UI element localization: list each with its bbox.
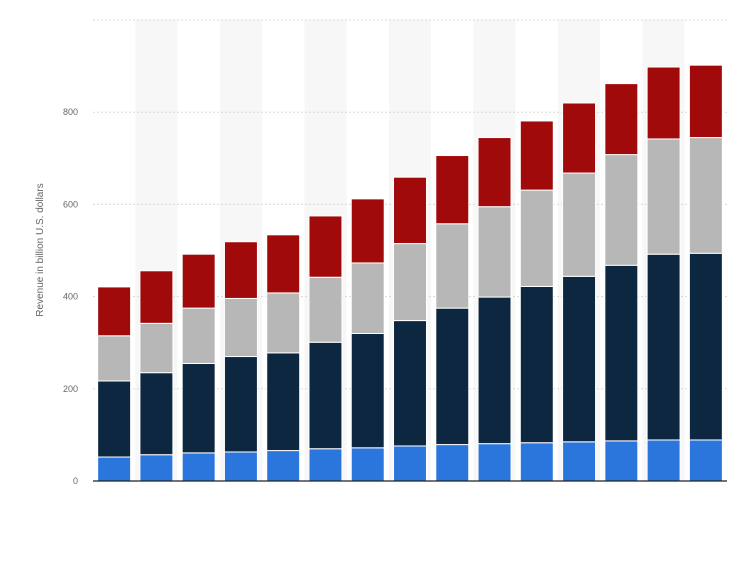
bar-segment [688,252,723,441]
bar-segment [308,341,343,450]
bar-segment [139,270,174,324]
bar-segment [688,137,723,254]
bar-segment [604,83,639,156]
bar-segment [562,275,597,443]
bar-segment [519,285,554,444]
bar-segment [604,264,639,442]
bar-segment [646,439,681,482]
bar-segment [350,447,385,482]
bar-segment [181,452,216,482]
bar-segment [181,362,216,454]
bar-segment [393,243,427,322]
bar-segment [393,176,427,245]
bar-segment [181,253,216,309]
bar-segment [477,137,512,208]
bar-segment [266,234,301,294]
bar-segment [519,120,554,191]
bar-segment [266,450,301,482]
bar-segment [646,138,681,255]
bar-segment [477,206,512,298]
bar-segment [519,442,554,482]
bar-segment [604,440,639,482]
axes: 0 200 400 600 800 [63,107,727,486]
bar-segment [223,451,258,482]
bar-segment [646,253,681,441]
bar-segment [562,172,597,277]
bar-segment [646,66,681,140]
bar-segment [435,223,470,309]
bar-segment [97,456,132,482]
bar-segment [350,262,385,334]
bar-segment [97,380,132,458]
bar-segment [435,155,470,225]
bar-segment [97,335,132,382]
bars [97,64,723,482]
bar-segment [435,444,470,482]
bar-segment [435,307,470,446]
bar-segment [562,102,597,174]
bar-segment [350,332,385,449]
bar-segment [477,296,512,445]
bar-segment [350,198,385,264]
y-tick-label: 400 [63,292,78,302]
bar-segment [223,356,258,453]
bar-segment [266,292,301,354]
y-tick-label: 600 [63,199,78,209]
bar-segment [308,276,343,343]
bar-segment [139,454,174,482]
y-axis-label: Revenue in billion U.S. dollars [35,183,46,316]
bar-segment [562,441,597,482]
bar-segment [688,439,723,482]
bar-segment [688,64,723,139]
bar-segment [604,154,639,266]
bar-segment [139,372,174,456]
bar-segment [477,443,512,482]
y-tick-label: 200 [63,384,78,394]
bar-segment [223,241,258,299]
bar-segment [139,322,174,374]
y-tick-label: 800 [63,107,78,117]
bar-segment [223,297,258,358]
y-tick-label: 0 [73,476,78,486]
bar-segment [97,286,132,337]
bar-segment [519,189,554,287]
bar-segment [308,215,343,278]
bar-segment [393,320,427,447]
bar-segment [266,352,301,452]
bar-segment [181,307,216,364]
bar-segment [308,448,343,482]
bar-segment [393,445,427,482]
